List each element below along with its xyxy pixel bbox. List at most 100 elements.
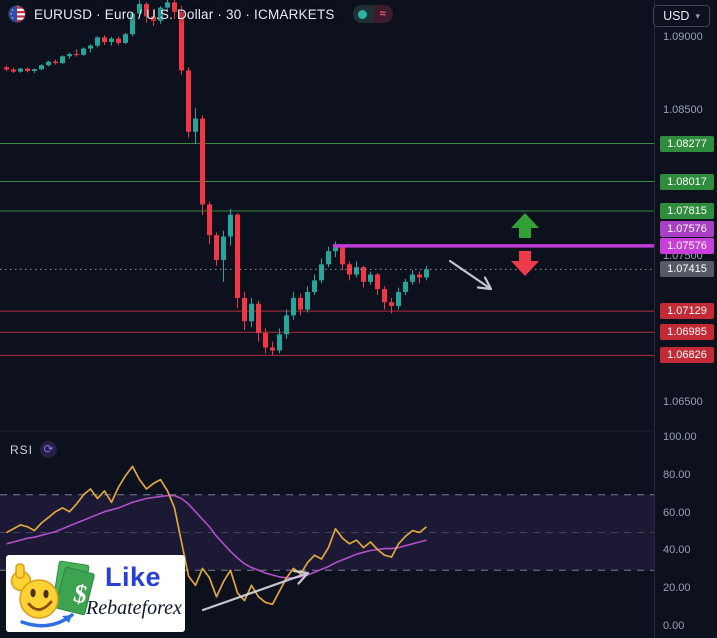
- candle-body: [263, 332, 268, 348]
- thumbs-up-smiley-dollar-icon: $: [10, 560, 95, 628]
- candle-body: [179, 11, 184, 71]
- candle-body: [46, 61, 51, 66]
- trend-arrow-down-right[interactable]: [448, 259, 493, 291]
- candle-body: [361, 267, 366, 282]
- candle-body: [158, 7, 163, 21]
- candle-body: [186, 70, 191, 132]
- price-scale-label: 1.09000: [663, 31, 703, 43]
- candle-body: [88, 45, 93, 49]
- candle-body: [375, 274, 380, 290]
- candle-body: [284, 315, 289, 335]
- rsi-scale-label: 60.00: [663, 506, 691, 519]
- chart-header: EURUSD · Euro / U.S. Dollar · 30 · ICMAR…: [8, 5, 393, 23]
- rsi-scale-label: 40.00: [663, 544, 691, 557]
- candle-body: [95, 37, 100, 46]
- candle-body: [256, 303, 261, 333]
- down-arrow-marker[interactable]: [511, 251, 539, 276]
- candle-body: [193, 118, 198, 132]
- candle-body: [172, 2, 177, 12]
- price-scale-label: 1.06500: [663, 396, 703, 408]
- trend-arrow-up-right[interactable]: [201, 569, 310, 612]
- candle-body: [214, 235, 219, 260]
- chart-canvas[interactable]: [0, 0, 654, 638]
- price-badge-support: 1.06826: [660, 347, 714, 364]
- price-badge-resistance: 1.08277: [660, 135, 714, 152]
- rsi-scale-label: 100.00: [663, 431, 697, 443]
- circular-arrows-icon[interactable]: ⟳: [40, 441, 58, 458]
- price-badge-alert-line: 1.07576: [660, 237, 714, 254]
- currency-label: USD: [663, 9, 690, 23]
- chevron-down-icon: ▾: [695, 10, 700, 21]
- svg-text:$: $: [71, 578, 90, 609]
- waves-icon: ≈: [379, 7, 386, 20]
- candle-body: [347, 264, 352, 275]
- candle-body: [11, 69, 16, 72]
- broker-watermark-logo: $ Like Rebateforex: [6, 555, 185, 632]
- candle-body: [389, 302, 394, 306]
- waves-toggle[interactable]: ≈: [372, 5, 393, 23]
- market-status-toggle[interactable]: [352, 5, 373, 23]
- candle-body: [74, 54, 79, 56]
- candle-body: [410, 274, 415, 282]
- candle-body: [228, 214, 233, 237]
- candle-body: [417, 274, 422, 278]
- candle-body: [368, 274, 373, 282]
- price-badge-resistance: 1.07815: [660, 203, 714, 219]
- candle-body: [60, 56, 65, 64]
- rsi-indicator-label: RSI: [10, 442, 34, 457]
- candle-body: [424, 269, 429, 278]
- candle-body: [25, 68, 30, 71]
- candle-body: [319, 264, 324, 281]
- candle-body: [207, 204, 212, 236]
- rsi-scale-label: 80.00: [663, 468, 691, 481]
- candle-body: [130, 13, 135, 35]
- candle-body: [53, 61, 58, 64]
- rsi-ma-line: [6, 494, 427, 579]
- candle-body: [403, 281, 408, 293]
- candle-body: [151, 16, 156, 21]
- candle-body: [67, 54, 72, 57]
- candle-body: [4, 67, 9, 70]
- price-badge-support: 1.06985: [660, 324, 714, 341]
- watermark-brand-text: Like: [105, 562, 162, 592]
- currency-selector-button[interactable]: USD ▾: [653, 5, 710, 27]
- candles-layer: [4, 0, 429, 356]
- symbol-title: EURUSD · Euro / U.S. Dollar · 30 · ICMAR…: [34, 6, 335, 22]
- watermark-subbrand-text: Rebateforex: [86, 597, 182, 619]
- price-badge-alert: 1.07576: [660, 221, 714, 237]
- candle-body: [277, 334, 282, 351]
- candle-body: [18, 68, 23, 72]
- candle-body: [249, 303, 254, 322]
- rsi-scale-label: 0.00: [663, 620, 685, 632]
- candle-body: [382, 289, 387, 303]
- status-dot-icon: [358, 9, 368, 19]
- candle-body: [81, 48, 86, 55]
- candle-body: [200, 118, 205, 205]
- price-badge-last-price: 1.07415: [660, 261, 714, 278]
- rsi-line: [6, 465, 428, 606]
- candle-body: [333, 246, 338, 252]
- up-arrow-marker[interactable]: [511, 213, 539, 238]
- candle-body: [354, 267, 359, 275]
- eur-usd-flags-icon: [8, 5, 26, 23]
- candle-body: [312, 280, 317, 293]
- candle-body: [102, 37, 107, 43]
- candle-body: [109, 38, 114, 43]
- indicator-toggle[interactable]: ≈: [352, 5, 393, 23]
- candle-body: [137, 4, 142, 14]
- candle-body: [242, 297, 247, 322]
- candle-body: [32, 69, 37, 71]
- candle-body: [165, 2, 170, 8]
- price-axis[interactable]: 1.09000 1.08500 1.07500 1.06500 100.00 80.00 6…: [654, 0, 717, 638]
- candle-body: [235, 214, 240, 298]
- candle-body: [123, 34, 128, 43]
- candle-body: [270, 347, 275, 351]
- candle-body: [326, 251, 331, 265]
- candle-body: [291, 297, 296, 316]
- candle-body: [305, 292, 310, 310]
- candle-body: [39, 65, 44, 70]
- price-badge-support: 1.07129: [660, 303, 714, 320]
- candle-body: [298, 297, 303, 310]
- rsi-pane-header: RSI ⟳: [10, 441, 58, 458]
